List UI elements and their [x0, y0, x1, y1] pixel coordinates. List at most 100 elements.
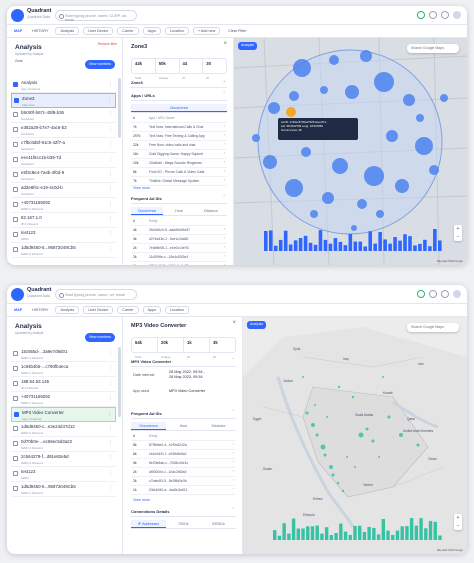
- list-item[interactable]: Analysis App of interest ⋮: [11, 78, 116, 93]
- map-search-input[interactable]: Search Google Maps: [407, 323, 459, 332]
- more-icon[interactable]: ⋮: [108, 201, 113, 207]
- more-icon[interactable]: ⋮: [108, 350, 113, 356]
- checkbox[interactable]: [13, 486, 18, 491]
- search-input[interactable]: Start typing phone, name, url, email: [55, 289, 137, 300]
- list-item[interactable]: Zone3 Map area ⋮: [11, 93, 116, 108]
- list-item[interactable]: eec41f6cc15-b39-7d Ad Advert ⋮: [11, 153, 116, 168]
- scrollbar[interactable]: [118, 78, 121, 138]
- table-row[interactable]: 1k f26e1b50-a...4ad0c3e611 ›: [131, 486, 236, 495]
- list-item[interactable]: 82.167.1.0 IP 4 Inbound ⋮: [11, 213, 116, 228]
- remove-filter-link[interactable]: Remove filter: [97, 42, 117, 46]
- table-row[interactable]: 6k cb1e0d31-f...e92fc8e5a2 ›: [131, 450, 236, 459]
- section-frequent-ad-ids[interactable]: Frequent Ad IDs ˆ: [131, 409, 236, 419]
- table-row[interactable]: 5k 6e23e6ab-c...7b28c40e1c ›: [131, 459, 236, 468]
- more-icon[interactable]: ⋮: [108, 171, 113, 177]
- list-item[interactable]: 1d5d9450-c...e3e24d47d12 MAID 4 Inbound ⋮: [11, 422, 116, 437]
- checkbox[interactable]: [14, 412, 19, 417]
- more-icon[interactable]: ⋮: [108, 470, 113, 476]
- table-row[interactable]: 22k Free Now: video calls and chat ›: [131, 141, 227, 150]
- tab-ip-addresses[interactable]: IP Addresses: [131, 520, 166, 528]
- list-item[interactable]: 188.54.53.145 IP 4 Inbound ⋮: [11, 377, 116, 392]
- map-view[interactable]: Analysis Search Google Maps Syria Iraq I…: [243, 317, 467, 554]
- more-icon[interactable]: ⋮: [108, 186, 113, 192]
- table-row[interactable]: 2k c7bab4f3-5...5e2f8d0e3b ›: [131, 477, 236, 486]
- checkbox[interactable]: [13, 366, 18, 371]
- checkbox[interactable]: [14, 98, 19, 103]
- table-row[interactable]: 2k a5f30c0d-c...1b4c26f2a5 ›: [131, 468, 236, 477]
- table-row[interactable]: 2k 7edb5b55-1...e4e0c14e93 ›: [131, 244, 227, 253]
- more-icon[interactable]: ⋮: [107, 411, 112, 417]
- list-item[interactable]: 1d5d9450-5...95872049Cb5 MAID 4 Inbound ⋮: [11, 243, 116, 258]
- more-icon[interactable]: ⋮: [108, 380, 113, 386]
- section-apps-urls[interactable]: Apps / URLs ˆ: [131, 91, 227, 101]
- more-icon[interactable]: ⋮: [108, 231, 113, 237]
- more-icon[interactable]: ⋮: [108, 485, 113, 491]
- table-row[interactable]: 8k 87f5b6e0-4...b2f0c5242a ›: [131, 441, 236, 450]
- grid-icon[interactable]: [429, 11, 437, 19]
- checkbox[interactable]: [13, 127, 18, 132]
- carrier-filter[interactable]: Carrier: [117, 306, 139, 314]
- more-icon[interactable]: ⋮: [108, 126, 113, 132]
- avatar[interactable]: [453, 290, 461, 298]
- tab-bssids[interactable]: BSSIDs: [212, 522, 225, 526]
- view-numbers-button[interactable]: View numbers: [84, 333, 115, 342]
- checkbox[interactable]: [13, 456, 18, 461]
- checkbox[interactable]: [13, 351, 18, 356]
- list-item[interactable]: 15c555d-...3a9e7d9d01 MAID 4 Inbound ⋮: [11, 347, 116, 362]
- tab-occurrence[interactable]: Occurrence: [131, 207, 163, 215]
- more-icon[interactable]: ⋮: [108, 246, 113, 252]
- analysis-dropdown[interactable]: Analysis: [55, 27, 80, 35]
- search-input[interactable]: Start typing phone, name, CURP, url, ema…: [55, 10, 137, 22]
- section-connections[interactable]: Connections Details ˆ: [131, 507, 236, 517]
- list-item[interactable]: 2c564278-f...d91e82e5d MAID 4 Inbound ⋮: [11, 452, 116, 467]
- more-icon[interactable]: ⋮: [108, 440, 113, 446]
- tab-occurrence[interactable]: Occurrence: [131, 422, 166, 430]
- more-icon[interactable]: ⋮: [108, 395, 113, 401]
- bell-icon[interactable]: [441, 11, 449, 19]
- more-icon[interactable]: ⋮: [108, 216, 113, 222]
- more-icon[interactable]: ⋮: [108, 425, 113, 431]
- checkbox[interactable]: [13, 232, 18, 237]
- section-zone[interactable]: Zone3 ›: [131, 78, 227, 88]
- checkbox[interactable]: [13, 202, 18, 207]
- view-more-link[interactable]: View more: [133, 498, 150, 502]
- list-item[interactable]: MP3 Video Converter App of interest ⋮: [11, 407, 116, 422]
- list-item[interactable]: c7fbc0d5f-91c5-42f7-a Ad Advert ⋮: [11, 138, 116, 153]
- list-item[interactable]: 1c94b4b5-...c790fb4eca MAID 4 Inbound ⋮: [11, 362, 116, 377]
- section-frequent-ad-ids[interactable]: Frequent Ad IDs ˆ: [131, 194, 227, 204]
- checkbox[interactable]: [13, 157, 18, 162]
- table-row[interactable]: 7k ThisBot: Global Message Spoken ›: [131, 177, 227, 186]
- list-item[interactable]: +40731169292 MAID 4 Inbound ⋮: [11, 392, 116, 407]
- tab-occurrence[interactable]: Occurrence: [131, 104, 227, 112]
- tab-hour[interactable]: Hour: [175, 209, 183, 213]
- tab-hour[interactable]: Hour: [179, 424, 188, 428]
- status-icon[interactable]: [417, 290, 425, 298]
- list-item[interactable]: test123 MAID ⋮: [11, 228, 116, 243]
- section-app[interactable]: MP3 Video Converter ˆ: [131, 357, 236, 367]
- list-item[interactable]: test123 MAID ⋮: [11, 467, 116, 482]
- location-filter[interactable]: Location: [164, 27, 189, 35]
- table-row[interactable]: 3k d27ea43e-2...5ce1c2da52 ›: [131, 235, 227, 244]
- more-icon[interactable]: ⋮: [108, 81, 113, 87]
- more-icon[interactable]: ⋮: [108, 156, 113, 162]
- analysis-toggle-button[interactable]: Analysis: [238, 42, 258, 50]
- time-histogram[interactable]: [264, 227, 443, 251]
- checkbox[interactable]: [13, 426, 18, 431]
- list-item[interactable]: e5f3c8e4-7a4b-4f0d-9 Ad Advert ⋮: [11, 168, 116, 183]
- avatar[interactable]: [453, 11, 461, 19]
- checkbox[interactable]: [13, 172, 18, 177]
- checkbox[interactable]: [13, 471, 18, 476]
- table-row[interactable]: 297k Text Now: Free Texting & Calling App…: [131, 132, 227, 141]
- list-item[interactable]: b9c90f-b67c-45f8-b36 Ad Advert ⋮: [11, 108, 116, 123]
- carrier-filter[interactable]: Carrier: [117, 27, 139, 35]
- zoom-control[interactable]: + −: [454, 514, 462, 530]
- close-icon[interactable]: ×: [223, 41, 227, 47]
- scrollbar[interactable]: [118, 347, 121, 417]
- tab-map[interactable]: MAP: [14, 29, 23, 33]
- table-row[interactable]: 8k Find GO - Phone Calls & Video Calls ›: [131, 168, 227, 177]
- more-icon[interactable]: ⋮: [108, 455, 113, 461]
- checkbox[interactable]: [13, 82, 18, 87]
- map-search-input[interactable]: Search Google Maps: [407, 44, 459, 53]
- list-item[interactable]: +40731169292 MAID 4 Inbound ⋮: [11, 198, 116, 213]
- checkbox[interactable]: [13, 247, 18, 252]
